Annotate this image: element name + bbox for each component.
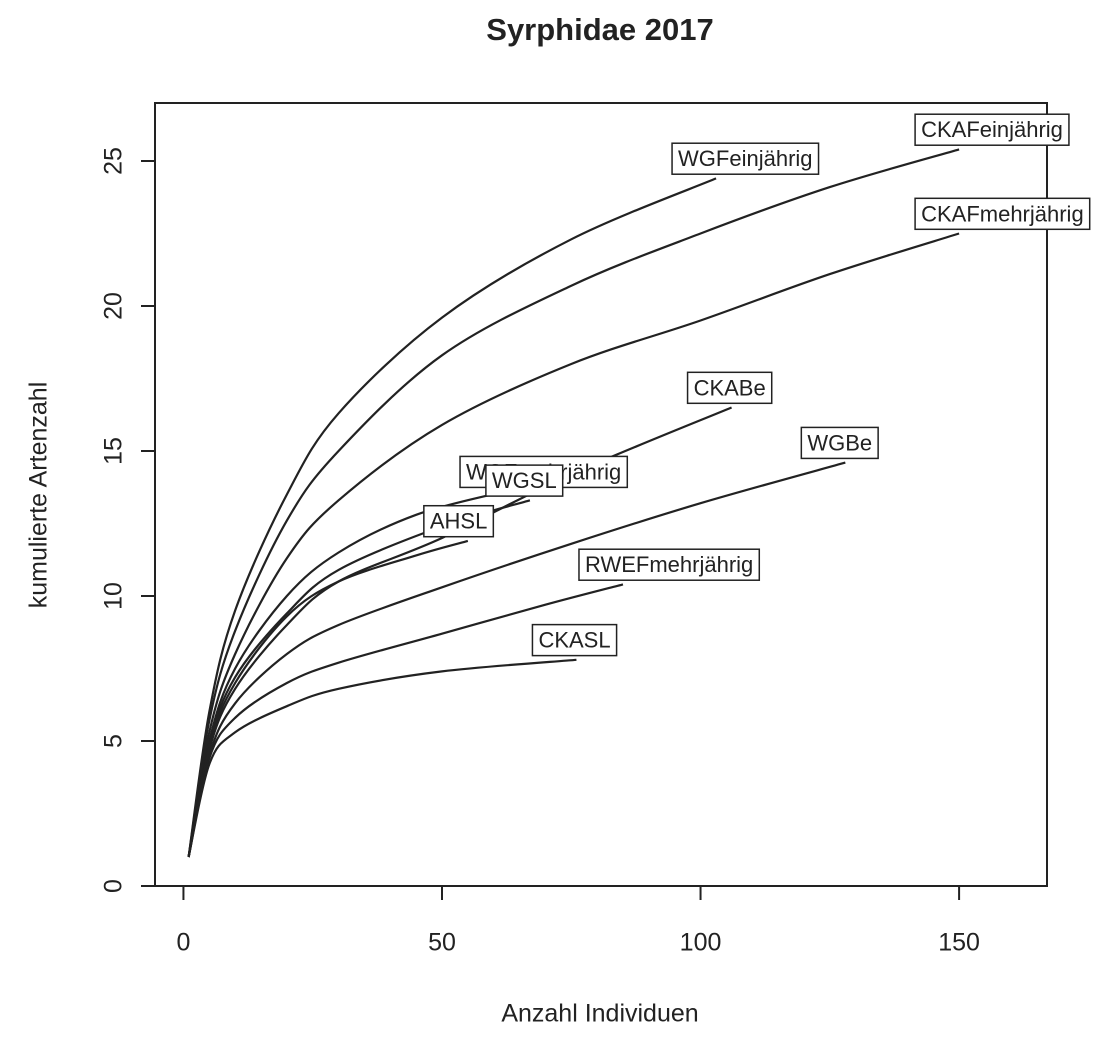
curve: [187, 177, 717, 858]
label-box: [914, 197, 1091, 231]
y-tick-label: 15: [100, 437, 128, 465]
series-label: CKAFmehrjährig: [921, 201, 1084, 226]
label-box: [914, 113, 1070, 146]
series-label: CKAFeinjährig: [921, 117, 1063, 142]
x-tick-label: 0: [176, 929, 190, 957]
y-tick-label: 5: [100, 734, 128, 748]
series-label: CKASL: [538, 628, 610, 653]
curve: [187, 583, 624, 858]
series-label: AHSL: [430, 509, 487, 534]
series-label: RWEFmehrjährig: [585, 552, 753, 577]
curve: [187, 148, 960, 858]
x-tick-label: 100: [680, 929, 722, 957]
x-tick-label: 150: [938, 929, 980, 957]
label-box: [423, 504, 495, 538]
curve: [187, 232, 960, 858]
curve: [187, 499, 531, 858]
x-axis-label: Anzahl Individuen: [501, 1000, 698, 1028]
series-label: WGSL: [492, 468, 557, 493]
y-tick-label: 0: [100, 879, 128, 893]
label-box: [578, 548, 761, 581]
curve: [187, 461, 846, 858]
y-tick-label: 25: [100, 147, 128, 175]
y-axis-label: kumulierte Artenzahl: [25, 382, 53, 609]
label-box: [531, 623, 618, 657]
y-tick-label: 10: [100, 582, 128, 610]
series-label: WGFeinjährig: [678, 146, 812, 171]
curve: [187, 658, 577, 858]
series-label: CKABe: [694, 375, 766, 400]
label-box: [800, 426, 879, 460]
series-label: WGBe: [807, 430, 872, 455]
plot-frame: [154, 102, 1048, 887]
label-box: [671, 142, 820, 175]
label-box: [686, 371, 773, 405]
chart-title: Syrphidae 2017: [486, 12, 713, 47]
x-tick-label: 50: [428, 929, 456, 957]
y-tick-label: 20: [100, 292, 128, 320]
label-box: [485, 464, 564, 497]
